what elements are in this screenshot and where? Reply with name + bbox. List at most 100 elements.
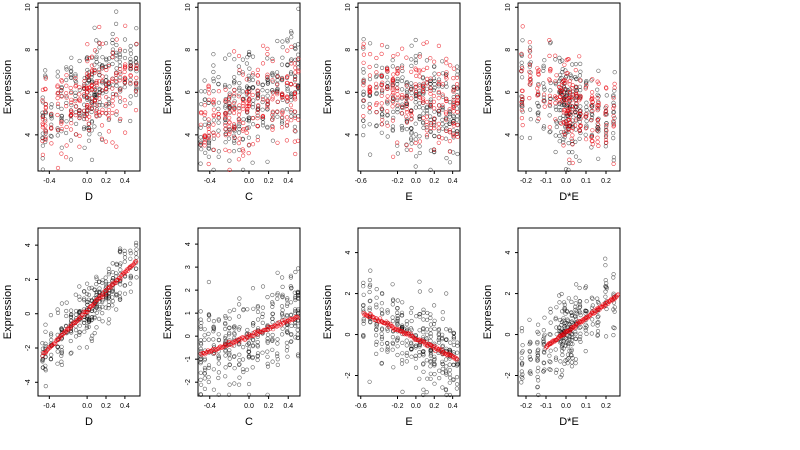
data-point bbox=[49, 337, 54, 343]
data-point bbox=[385, 80, 390, 85]
data-point bbox=[211, 167, 216, 172]
data-point bbox=[374, 123, 379, 128]
data-point bbox=[417, 94, 422, 99]
x-tick-label: 0.4 bbox=[283, 178, 293, 185]
data-point bbox=[280, 97, 285, 102]
data-point bbox=[106, 317, 112, 322]
data-point bbox=[578, 61, 583, 67]
data-point bbox=[603, 256, 608, 261]
data-point bbox=[227, 362, 232, 367]
data-point bbox=[82, 125, 87, 130]
data-point bbox=[59, 326, 64, 331]
data-point bbox=[374, 302, 379, 307]
data-point bbox=[553, 100, 558, 106]
data-point bbox=[535, 86, 540, 91]
data-point bbox=[379, 83, 384, 88]
data-point bbox=[444, 337, 449, 342]
data-point bbox=[198, 392, 203, 397]
data-point bbox=[535, 385, 540, 390]
data-point bbox=[68, 138, 74, 143]
data-point bbox=[391, 115, 396, 120]
data-point bbox=[89, 87, 94, 93]
data-point bbox=[134, 82, 139, 87]
data-point bbox=[577, 299, 582, 304]
data-point bbox=[84, 125, 89, 130]
data-point bbox=[527, 354, 532, 360]
data-point bbox=[64, 83, 69, 88]
data-point bbox=[400, 75, 405, 80]
data-point bbox=[118, 297, 123, 302]
data-point bbox=[611, 109, 617, 115]
data-point bbox=[578, 130, 583, 136]
data-point bbox=[374, 305, 379, 310]
data-point bbox=[59, 121, 64, 126]
data-point bbox=[216, 82, 221, 87]
data-point bbox=[85, 299, 90, 304]
data-point bbox=[255, 332, 260, 337]
data-point bbox=[573, 90, 579, 95]
data-point bbox=[279, 304, 285, 309]
data-point bbox=[265, 105, 270, 110]
data-point bbox=[255, 95, 261, 100]
data-point bbox=[92, 124, 97, 129]
data-point bbox=[118, 89, 123, 94]
data-point bbox=[440, 366, 445, 372]
data-point bbox=[292, 113, 298, 118]
data-point bbox=[368, 320, 373, 325]
data-point bbox=[211, 118, 216, 123]
data-point bbox=[374, 123, 379, 129]
data-point bbox=[559, 338, 564, 344]
data-point bbox=[206, 124, 211, 129]
data-point bbox=[536, 365, 541, 370]
data-point bbox=[247, 353, 252, 359]
data-point bbox=[451, 119, 456, 124]
data-point bbox=[255, 116, 260, 121]
data-point bbox=[408, 147, 414, 153]
data-point bbox=[590, 142, 595, 147]
data-point bbox=[553, 347, 558, 352]
data-point bbox=[250, 54, 256, 59]
data-point bbox=[395, 107, 400, 112]
data-point bbox=[385, 349, 390, 354]
data-point bbox=[270, 73, 275, 78]
data-point bbox=[548, 40, 553, 45]
data-point bbox=[227, 348, 232, 353]
data-point bbox=[547, 130, 552, 135]
data-point bbox=[536, 392, 541, 398]
data-point bbox=[285, 107, 290, 112]
data-point bbox=[421, 67, 426, 72]
data-point bbox=[104, 292, 109, 297]
data-point bbox=[198, 341, 203, 346]
data-point bbox=[211, 102, 216, 107]
data-point bbox=[241, 120, 246, 126]
data-point bbox=[280, 292, 285, 297]
data-point bbox=[94, 111, 99, 116]
data-point bbox=[368, 51, 373, 57]
data-point bbox=[414, 314, 419, 319]
data-point bbox=[379, 101, 384, 106]
data-point bbox=[40, 346, 46, 351]
data-point bbox=[447, 130, 453, 135]
data-point bbox=[270, 332, 275, 338]
data-point bbox=[237, 103, 242, 108]
data-point bbox=[260, 94, 266, 99]
data-point bbox=[198, 161, 203, 166]
data-point bbox=[296, 117, 301, 122]
data-point bbox=[361, 317, 366, 322]
data-point bbox=[43, 123, 48, 128]
y-tick-label: 3 bbox=[185, 265, 192, 269]
data-point bbox=[223, 120, 228, 125]
data-point bbox=[128, 65, 133, 70]
data-point bbox=[519, 64, 524, 69]
data-point bbox=[448, 328, 453, 334]
data-point bbox=[404, 93, 410, 98]
data-point bbox=[367, 105, 372, 110]
data-point bbox=[270, 95, 275, 100]
data-point bbox=[451, 337, 456, 342]
data-point bbox=[237, 92, 242, 97]
data-point bbox=[216, 115, 221, 120]
data-point bbox=[578, 334, 583, 339]
data-point bbox=[237, 126, 242, 132]
data-point bbox=[87, 286, 92, 291]
data-point bbox=[374, 55, 379, 61]
